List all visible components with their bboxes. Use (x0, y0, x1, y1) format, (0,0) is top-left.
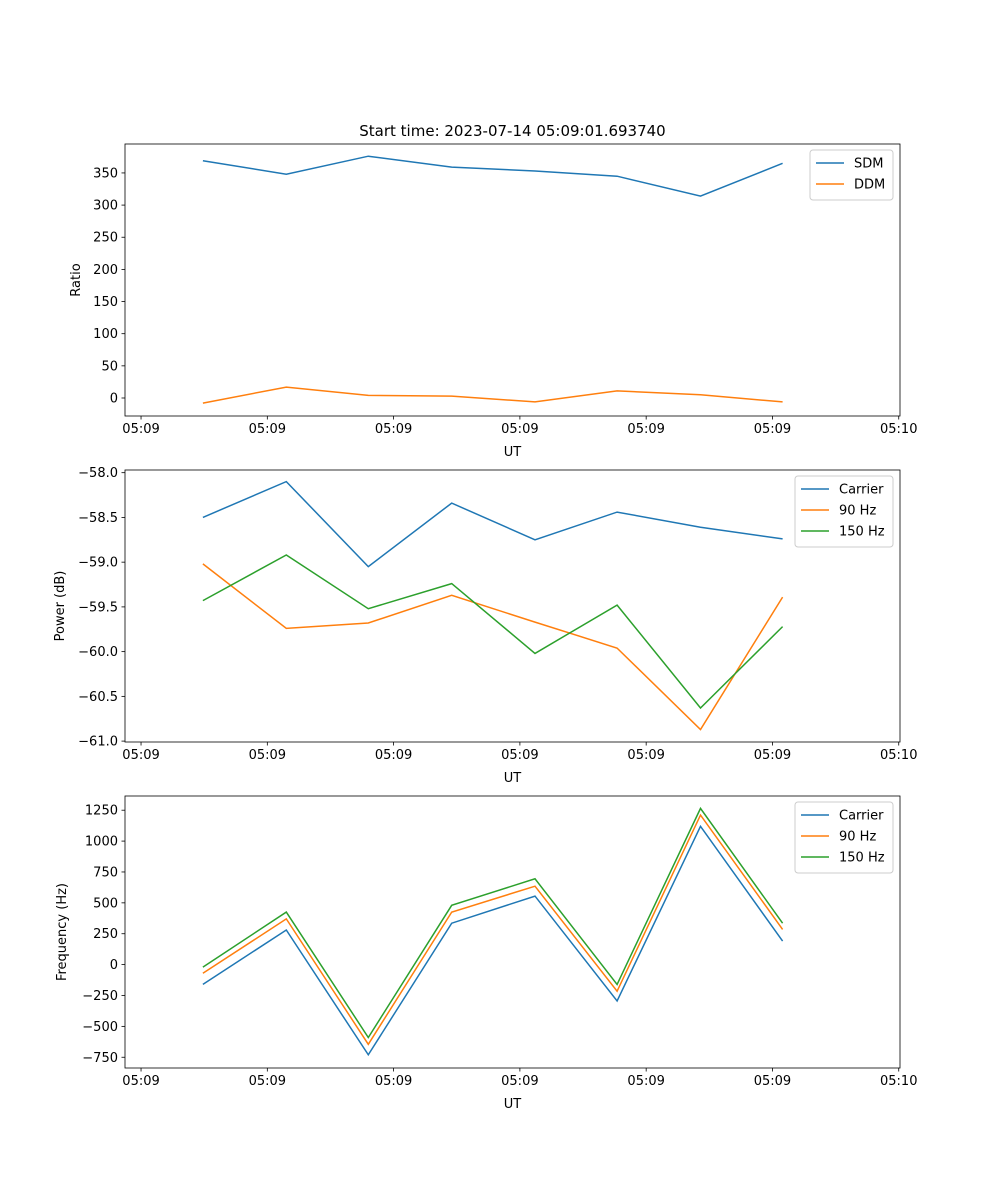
x-axis-label: UT (504, 771, 522, 786)
legend-box (794, 475, 894, 548)
x-tick-label: 05:09 (122, 1074, 159, 1089)
subplot-1: 05:09 05:09 05:09 05:09 05:09 05:09 05:10 0 50 10… (69, 122, 917, 460)
legend: SDM DDM (809, 149, 894, 201)
series-line-carrier (202, 824, 784, 1057)
x-tick-label: 05:09 (627, 748, 664, 763)
series-line-carrier (202, 480, 783, 568)
y-tick-label: 250 (93, 927, 118, 942)
x-tick-label: 05:09 (249, 422, 286, 437)
series-line-90-hz (202, 813, 784, 1046)
y-tick-label: 1000 (85, 835, 118, 850)
x-tick-label: 05:09 (501, 422, 538, 437)
legend-label: DDM (854, 178, 885, 193)
x-tick-label: 05:10 (880, 748, 917, 763)
legend-label: SDM (854, 157, 883, 172)
legend-label: Carrier (839, 809, 884, 824)
y-tick-label: 0 (110, 391, 118, 406)
x-tick-label: 05:09 (375, 1074, 412, 1089)
y-tick-label: 500 (93, 896, 118, 911)
x-tick-label: 05:09 (501, 1074, 538, 1089)
y-tick-label: −60.5 (78, 690, 118, 705)
y-tick-label: 300 (93, 199, 118, 214)
y-tick-label: 250 (93, 231, 118, 246)
y-tick-label: −59.0 (78, 556, 118, 571)
x-tick-label: 05:09 (375, 422, 412, 437)
y-tick-label: −60.0 (78, 645, 118, 660)
legend-label: 90 Hz (839, 830, 876, 845)
legend-box (794, 801, 894, 874)
y-tick-label: 350 (93, 166, 118, 181)
y-tick-label: 750 (93, 865, 118, 880)
y-tick-label: 0 (110, 958, 118, 973)
x-tick-label: 05:09 (754, 422, 791, 437)
x-tick-label: 05:09 (754, 1074, 791, 1089)
y-tick-label: −58.0 (78, 466, 118, 481)
series-line-sdm (202, 155, 783, 197)
y-tick-label: 50 (101, 359, 118, 374)
axes-frame (124, 143, 901, 417)
axes-frame (124, 795, 901, 1069)
y-axis-label: Power (dB) (53, 571, 68, 642)
legend-label: 150 Hz (839, 525, 885, 540)
axes-frame (124, 469, 901, 743)
x-tick-label: 05:09 (627, 1074, 664, 1089)
x-tick-label: 05:09 (754, 748, 791, 763)
legend-label: Carrier (839, 483, 884, 498)
y-tick-label: 150 (93, 295, 118, 310)
y-tick-label: 100 (93, 327, 118, 342)
x-tick-label: 05:10 (880, 422, 917, 437)
series-line-90-hz (202, 563, 784, 731)
x-tick-label: 05:09 (249, 1074, 286, 1089)
y-tick-label: −750 (82, 1051, 118, 1066)
x-tick-label: 05:09 (122, 422, 159, 437)
y-tick-label: −500 (82, 1020, 118, 1035)
y-axis-label: Ratio (69, 263, 84, 296)
y-tick-label: −250 (82, 989, 118, 1004)
x-tick-label: 05:09 (501, 748, 538, 763)
subplot-2: 05:09 05:09 05:09 05:09 05:09 05:09 05:10 −61.0… (53, 466, 917, 786)
x-tick-label: 05:09 (249, 748, 286, 763)
y-tick-label: −61.0 (78, 735, 118, 750)
x-axis-label: UT (504, 445, 522, 460)
x-tick-label: 05:09 (122, 748, 159, 763)
x-tick-label: 05:09 (627, 422, 664, 437)
x-tick-label: 05:09 (375, 748, 412, 763)
y-tick-label: 200 (93, 263, 118, 278)
y-tick-label: −58.5 (78, 511, 118, 526)
x-tick-label: 05:10 (880, 1074, 917, 1089)
y-tick-label: −59.5 (78, 600, 118, 615)
legend: Carrier 90 Hz 150 Hz (794, 475, 894, 548)
legend-label: 90 Hz (839, 504, 876, 519)
y-axis-label: Frequency (Hz) (55, 883, 70, 981)
chart-title: Start time: 2023-07-14 05:09:01.693740 (359, 122, 665, 140)
subplot-3: 05:09 05:09 05:09 05:09 05:09 05:09 05:10 −750 −… (55, 795, 917, 1112)
series-line-150-hz (202, 806, 784, 1039)
y-tick-label: 1250 (85, 804, 118, 819)
series-line-150-hz (202, 554, 784, 710)
x-axis-label: UT (504, 1097, 522, 1112)
legend-label: 150 Hz (839, 851, 885, 866)
legend: Carrier 90 Hz 150 Hz (794, 801, 894, 874)
series-line-ddm (202, 386, 783, 404)
